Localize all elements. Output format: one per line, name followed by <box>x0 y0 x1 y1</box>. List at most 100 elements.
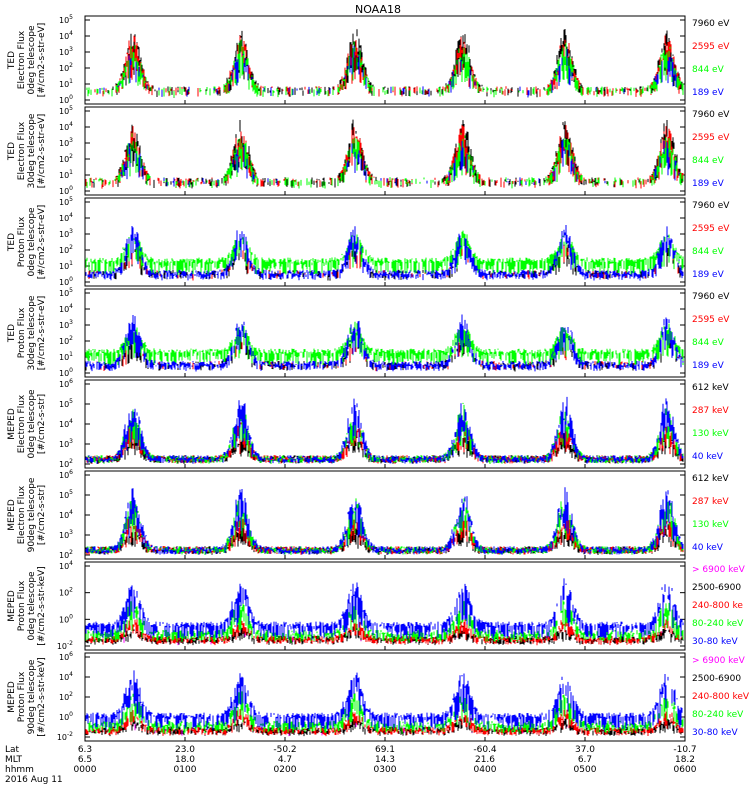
legend-entry: 7960 eV <box>692 19 730 29</box>
flux-trace <box>87 402 684 464</box>
panel-frame <box>84 379 686 469</box>
panel-1: 100 101 102 103 104 105 TEDElectron Flux0deg t… <box>7 14 730 105</box>
y-tick-label: 101 <box>59 351 73 362</box>
legend-entry: > 6900 keV <box>692 565 746 575</box>
panel-5: 102 103 104 105 106 MEPEDElectron Flux0deg te… <box>7 378 729 469</box>
y-tick-label: 102 <box>59 153 73 164</box>
y-tick-label: 105 <box>59 105 73 116</box>
legend-entry: 844 eV <box>692 247 725 257</box>
x-tick-mlt: 6.5 <box>78 755 92 765</box>
y-tick-label: 100 <box>59 613 73 624</box>
y-tick-label: 10-2 <box>57 731 73 742</box>
y-tick-label: 101 <box>59 169 73 180</box>
x-tick-lat: 37.0 <box>575 745 595 755</box>
panel-frame <box>84 470 686 560</box>
y-tick-label: 100 <box>59 367 73 378</box>
x-axis-row-label: Lat <box>5 745 20 755</box>
y-tick-label: 105 <box>59 398 73 409</box>
legend-entry: 2500-6900 <box>692 583 741 593</box>
legend-entry: 80-240 keV <box>692 710 744 720</box>
y-tick-label: 104 <box>59 560 73 571</box>
x-tick-hhmm: 0500 <box>574 765 597 775</box>
y-tick-label: 103 <box>59 46 73 57</box>
flux-trace <box>99 45 677 98</box>
legend-entry: 2595 eV <box>692 224 730 234</box>
flux-trace <box>85 670 683 731</box>
legend-entry: 130 keV <box>692 520 729 530</box>
legend-entry: 287 keV <box>692 497 729 507</box>
x-tick-mlt: 18.2 <box>675 755 695 765</box>
y-tick-label: 106 <box>59 378 73 389</box>
flux-trace <box>85 230 684 276</box>
x-tick-mlt: 6.7 <box>578 755 592 765</box>
flux-series <box>85 578 684 646</box>
y-tick-label: 100 <box>59 711 73 722</box>
flux-trace <box>96 28 684 98</box>
x-tick-lat: 69.1 <box>375 745 395 755</box>
legend-entry: 844 eV <box>692 65 725 75</box>
legend-entry: 189 eV <box>692 361 725 371</box>
y-tick-label: 102 <box>59 62 73 73</box>
flux-trace <box>85 125 684 189</box>
y-tick-label: 104 <box>59 303 73 314</box>
flux-trace <box>85 225 684 281</box>
y-tick-label: 102 <box>59 587 73 598</box>
y-tick-label: 106 <box>59 651 73 662</box>
y-tick-label: 102 <box>59 549 73 560</box>
panel-2: 100 101 102 103 104 105 TEDElectron Flux30deg … <box>7 105 730 196</box>
x-tick-lat: -50.2 <box>273 745 296 755</box>
legend-entry: 2500-6900 <box>692 674 741 684</box>
legend-entry: 2595 eV <box>692 315 730 325</box>
panel-4: 100 101 102 103 104 105 TEDProton Flux30deg te… <box>7 287 730 378</box>
legend-entry: 189 eV <box>692 270 725 280</box>
flux-trace <box>85 707 684 737</box>
y-tick-label: 100 <box>59 94 73 105</box>
panel-3: 100 101 102 103 104 105 TEDProton Flux0deg tel… <box>7 196 730 287</box>
y-tick-label: 105 <box>59 489 73 500</box>
legend-entry: 30-80 keV <box>692 728 738 738</box>
legend-entry: 130 keV <box>692 429 729 439</box>
y-axis-title: TEDProton Flux30deg telescope[#/cm2-s-st… <box>7 295 47 370</box>
legend-entry: 844 eV <box>692 338 725 348</box>
x-tick-lat: -60.4 <box>473 745 497 755</box>
y-axis-title: MEPEDElectron Flux0deg telescope[#/cm2-s… <box>7 389 47 459</box>
flux-trace <box>85 396 684 464</box>
flux-trace <box>91 119 684 189</box>
flux-series <box>85 119 684 189</box>
x-tick-lat: 6.3 <box>78 745 92 755</box>
y-tick-label: 100 <box>59 276 73 287</box>
legend-entry: 7960 eV <box>692 201 730 211</box>
legend-entry: 30-80 keV <box>692 637 738 647</box>
flux-trace <box>86 132 684 189</box>
y-tick-label: 104 <box>59 30 73 41</box>
x-tick-mlt: 18.0 <box>175 755 195 765</box>
x-tick-hhmm: 0100 <box>174 765 197 775</box>
flux-trace <box>85 314 684 372</box>
legend-entry: 189 eV <box>692 179 725 189</box>
chart-title: NOAA18 <box>355 3 401 16</box>
legend-entry: 844 eV <box>692 156 725 166</box>
legend-entry: 287 keV <box>692 406 729 416</box>
x-tick-hhmm: 0600 <box>674 765 697 775</box>
y-tick-label: 102 <box>59 691 73 702</box>
legend-entry: 2595 eV <box>692 42 730 52</box>
flux-trace <box>94 35 684 97</box>
y-tick-label: 103 <box>59 137 73 148</box>
flux-series <box>85 396 684 464</box>
y-tick-label: 104 <box>59 509 73 520</box>
x-tick-mlt: 21.6 <box>475 755 495 765</box>
legend-entry: 240-800 keV <box>692 692 750 702</box>
panel-7: 10-2 100 102 104 MEPEDProton Flux0deg telesc… <box>7 560 746 651</box>
flux-trace <box>85 487 684 555</box>
flux-series <box>85 314 684 372</box>
legend-entry: 612 keV <box>692 383 729 393</box>
y-tick-label: 104 <box>59 671 73 682</box>
panel-8: 10-2 100 102 104 106 MEPEDProton Flux90deg te… <box>7 651 750 742</box>
x-axis-row-label: MLT <box>5 755 23 765</box>
x-tick-mlt: 4.7 <box>278 755 292 765</box>
legend-entry: 80-240 keV <box>692 619 744 629</box>
legend-entry: 40 keV <box>692 452 724 462</box>
y-tick-label: 103 <box>59 438 73 449</box>
